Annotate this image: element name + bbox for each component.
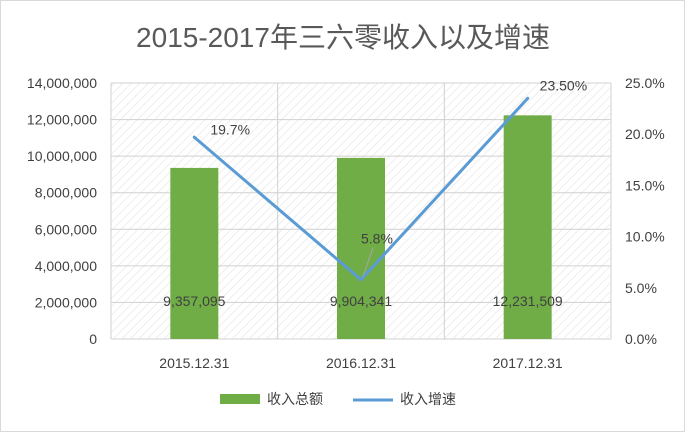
line-point [526,96,530,100]
line-data-label: 19.7% [210,121,250,137]
x-tick-label: 2016.12.31 [326,355,396,371]
bar [503,115,552,339]
legend: 收入总额 收入增速 [220,392,456,408]
line-point [192,135,196,139]
bar-data-label: 9,904,341 [330,293,392,309]
data-labels: 9,357,095 9,904,341 12,231,509 19.7% 5.8% 23.… [163,77,587,309]
legend-label-bar: 收入总额 [267,392,323,408]
chart-title: 2015-2017年三六零收入以及增速 [136,22,550,53]
y-right-tick-label: 20.0% [625,126,665,142]
line-series [192,96,530,282]
y-left-tick-label: 0 [89,331,97,347]
y-left-tick-label: 10,000,000 [27,148,97,164]
line-data-label: 5.8% [361,231,393,247]
y-left-tick-label: 4,000,000 [35,258,97,274]
bar [170,167,219,339]
line-point [359,278,363,282]
y-right-tick-label: 15.0% [625,177,665,193]
label-leader-line [362,247,374,277]
y-left-tick-label: 6,000,000 [35,221,97,237]
bar [337,157,385,339]
legend-swatch-bar [220,394,260,404]
y-right-tick-label: 25.0% [625,75,665,91]
x-tick-label: 2017.12.31 [493,355,563,371]
y-right-tick-label: 10.0% [625,229,665,245]
y-right-tick-label: 0.0% [625,331,657,347]
y-left-tick-label: 12,000,000 [27,112,97,128]
line-data-label: 23.50% [540,77,587,93]
y-left-tick-label: 8,000,000 [35,185,97,201]
bar-series [170,115,552,339]
x-tick-label: 2015.12.31 [159,355,229,371]
axis-ticks: 0 2,000,000 4,000,000 6,000,000 8,000,000 10,… [27,75,665,371]
y-right-tick-label: 5.0% [625,280,657,296]
bar-data-label: 12,231,509 [493,293,563,309]
y-left-tick-label: 2,000,000 [35,294,97,310]
bar-data-label: 9,357,095 [163,293,225,309]
legend-label-line: 收入增速 [400,392,456,408]
y-left-tick-label: 14,000,000 [27,75,97,91]
